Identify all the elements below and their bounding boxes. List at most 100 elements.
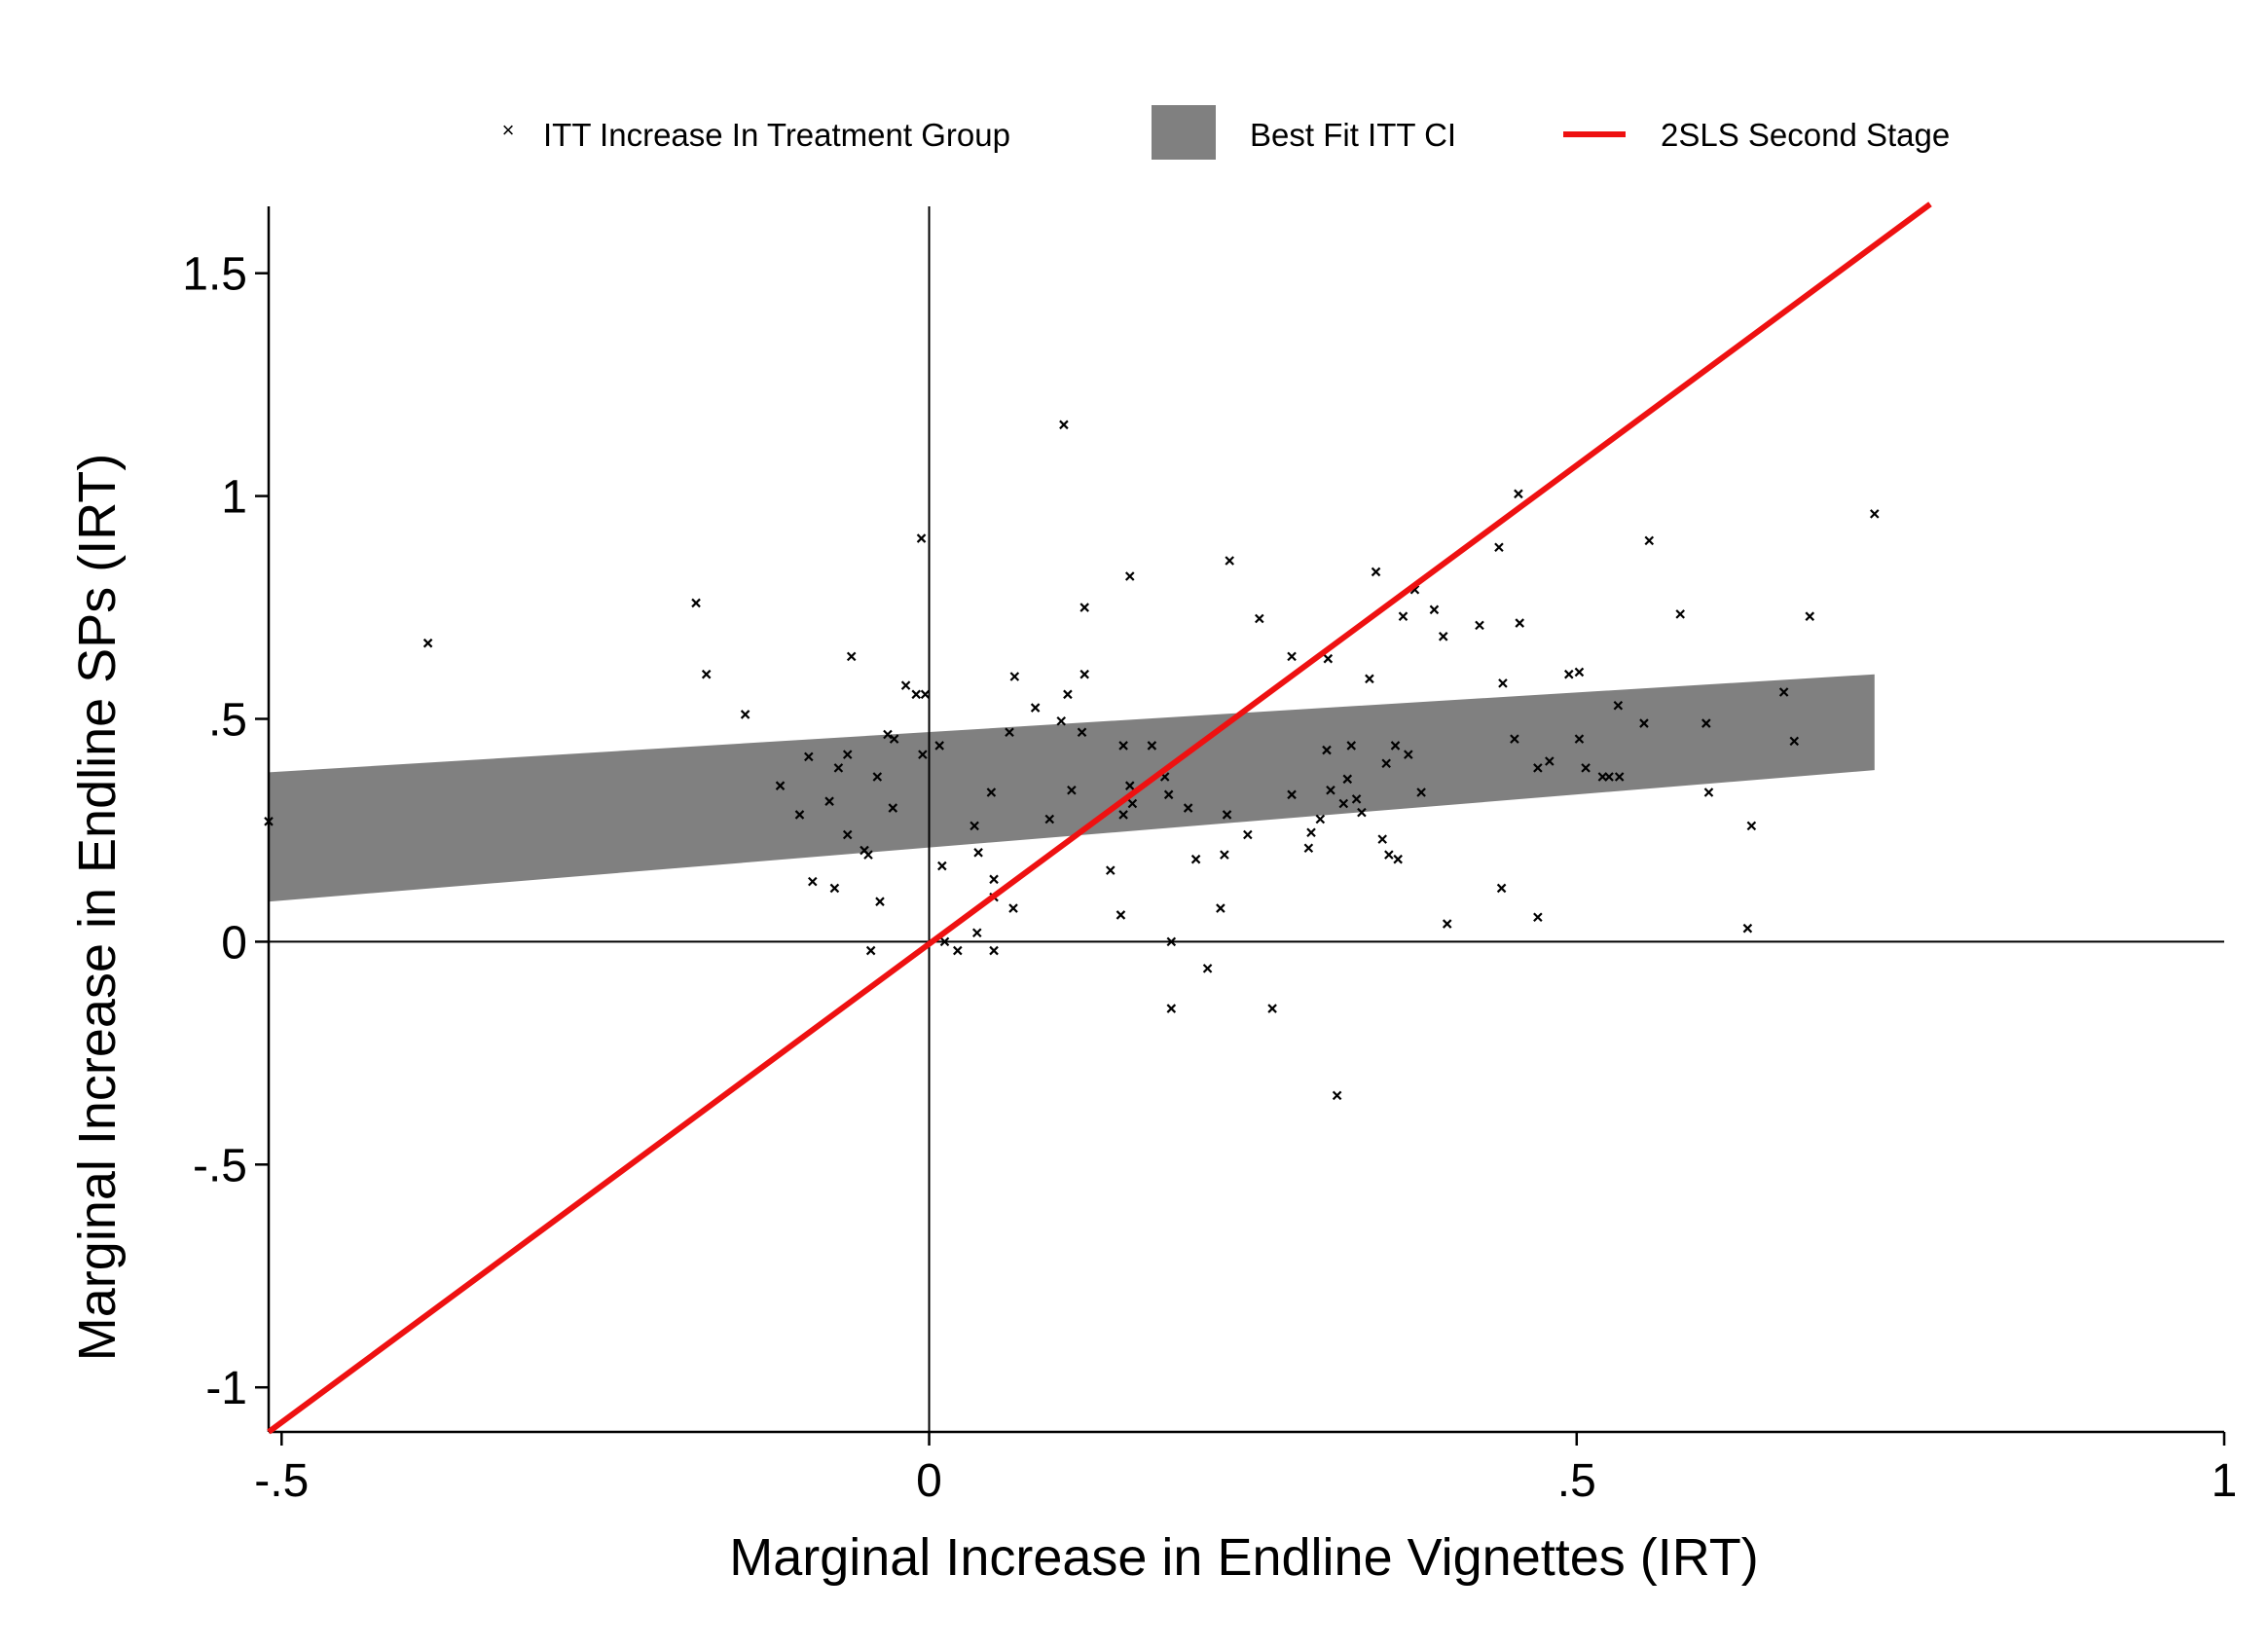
scatter-point	[1116, 910, 1126, 920]
y-axis-title: Marginal Increase in Endline SPs (IRT)	[68, 454, 127, 1361]
legend-marker-x: ×	[502, 118, 515, 142]
scatter-point	[1703, 788, 1714, 797]
scatter-point	[1639, 718, 1649, 728]
scatter-point	[1216, 903, 1225, 913]
scatter-point	[829, 883, 840, 894]
scatter-point	[989, 945, 999, 956]
scatter-point	[1498, 678, 1508, 688]
scatter-point	[1613, 700, 1624, 711]
scatter-point	[1746, 821, 1757, 831]
scatter-point	[1030, 703, 1041, 713]
scatter-point	[1429, 605, 1440, 615]
scatter-point	[1778, 687, 1789, 697]
scatter-point	[1533, 912, 1543, 922]
scatter-point	[1404, 750, 1413, 759]
scatter-point	[953, 945, 963, 956]
scatter-point	[971, 928, 982, 938]
scatter-point	[1365, 674, 1374, 684]
x-tick-label: .5	[1557, 1455, 1596, 1507]
scatter-point	[1675, 609, 1685, 619]
scatter-point	[1574, 734, 1585, 744]
y-tick-label: 1	[221, 472, 247, 524]
scatter-point	[740, 710, 750, 719]
scatter-point	[691, 598, 701, 608]
scatter-point	[1514, 489, 1523, 499]
scatter-point	[1326, 785, 1335, 795]
scatter-point	[1805, 611, 1815, 621]
scatter-point	[1614, 772, 1625, 782]
scatter-point	[1225, 556, 1234, 566]
legend-entry-points: × ITT Increase In Treatment Group	[502, 117, 1010, 153]
scatter-point	[911, 689, 922, 700]
legend-entry-band: Best Fit ITT CI	[1152, 105, 1456, 160]
scatter-point	[1545, 756, 1555, 766]
ci-band	[269, 674, 1875, 902]
scatter-point	[1342, 774, 1353, 785]
legend-label-line: 2SLS Second Stage	[1661, 117, 1950, 153]
legend-entry-line: 2SLS Second Stage	[1563, 117, 1950, 153]
scatter-point	[973, 848, 983, 858]
scatter-point	[1338, 798, 1349, 809]
y-tick-label: 1.5	[182, 249, 247, 301]
scatter-point	[1351, 794, 1362, 804]
scatter-point	[1190, 854, 1201, 864]
scatter-point	[1303, 843, 1314, 854]
scatter-point	[1255, 613, 1264, 624]
scatter-point	[1077, 727, 1087, 738]
scatter-point	[1106, 865, 1116, 875]
scatter-point	[1044, 814, 1055, 824]
scatter-point	[1644, 535, 1655, 546]
scatter-point	[1789, 736, 1800, 747]
scatter-point	[1147, 741, 1157, 751]
scatter-point	[1287, 651, 1297, 662]
scatter-point	[989, 874, 999, 885]
scatter-point	[1533, 763, 1543, 773]
scatter-point	[1416, 788, 1426, 797]
scatter-point	[1564, 669, 1574, 679]
scatter-point	[1393, 854, 1403, 864]
scatter-point	[1510, 734, 1519, 744]
scatter-point	[1124, 571, 1135, 581]
scatter-point	[1287, 789, 1297, 800]
scatter-point	[1742, 923, 1753, 934]
scatter-point	[804, 751, 814, 762]
scatter-point	[842, 750, 853, 759]
y-tick-label: -1	[205, 1363, 247, 1414]
scatter-point	[1079, 669, 1089, 679]
scatter-point	[1306, 827, 1316, 838]
scatter-point	[1079, 603, 1089, 612]
scatter-point	[846, 651, 857, 662]
scatter-point	[1390, 741, 1401, 751]
scatter-point	[937, 861, 947, 871]
scatter-point	[1127, 798, 1138, 809]
scatter-point	[1056, 716, 1067, 726]
scatter-point	[900, 680, 911, 690]
scatter-point	[1515, 618, 1525, 628]
y-tick-label: .5	[208, 694, 247, 746]
x-tick-label: 0	[916, 1455, 942, 1507]
scatter-point	[775, 781, 786, 790]
scatter-point	[865, 945, 876, 956]
scatter-point	[1202, 964, 1213, 973]
scatter-point	[1222, 810, 1232, 820]
scatter-point	[1398, 611, 1408, 621]
scatter-point	[794, 810, 805, 820]
scatter-point	[872, 772, 883, 782]
scatter-point	[1701, 718, 1711, 728]
scatter-point	[1183, 803, 1193, 813]
scatter-point	[1869, 509, 1880, 519]
scatter-point	[842, 829, 853, 840]
scatter-point	[883, 729, 893, 740]
scatter-point	[888, 803, 898, 813]
tsls-line	[267, 202, 1932, 1435]
scatter-point	[1357, 807, 1367, 818]
scatter-point	[1384, 850, 1394, 860]
scatter-point	[1332, 1090, 1342, 1101]
plot-area: -1-.50.511.5-.5 0.5 1	[182, 202, 2237, 1507]
scatter-point	[1346, 741, 1357, 751]
scatter-point	[1009, 672, 1020, 681]
scatter-point	[863, 850, 873, 860]
scatter-point	[701, 669, 712, 679]
scatter-point	[969, 821, 979, 831]
